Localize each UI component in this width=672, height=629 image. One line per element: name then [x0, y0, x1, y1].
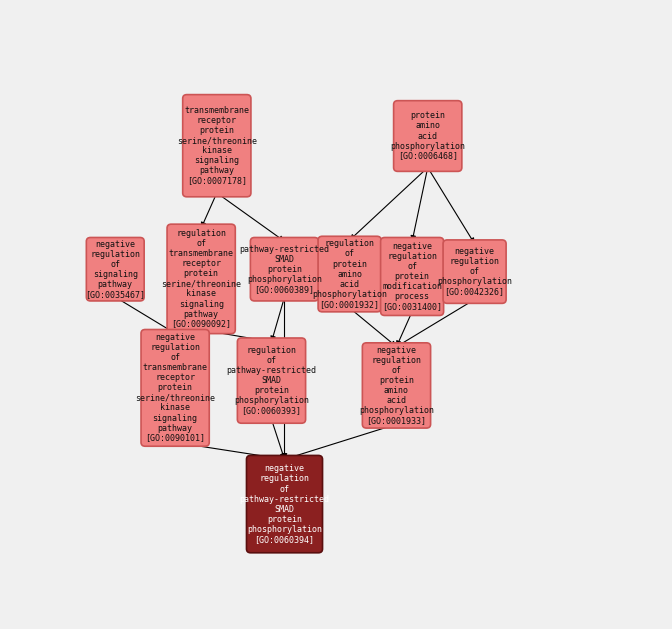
Text: regulation
of
protein
amino
acid
phosphorylation
[GO:0001932]: regulation of protein amino acid phospho…: [312, 240, 387, 309]
FancyBboxPatch shape: [362, 343, 431, 428]
Text: transmembrane
receptor
protein
serine/threonine
kinase
signaling
pathway
[GO:000: transmembrane receptor protein serine/th…: [177, 106, 257, 186]
Text: pathway-restricted
SMAD
protein
phosphorylation
[GO:0060389]: pathway-restricted SMAD protein phosphor…: [239, 245, 329, 294]
FancyBboxPatch shape: [141, 330, 209, 446]
FancyBboxPatch shape: [237, 338, 306, 423]
Text: negative
regulation
of
phosphorylation
[GO:0042326]: negative regulation of phosphorylation […: [437, 247, 512, 296]
FancyBboxPatch shape: [86, 238, 144, 301]
FancyBboxPatch shape: [394, 101, 462, 171]
Text: regulation
of
transmembrane
receptor
protein
serine/threonine
kinase
signaling
p: regulation of transmembrane receptor pro…: [161, 229, 241, 328]
FancyBboxPatch shape: [318, 237, 381, 312]
Text: protein
amino
acid
phosphorylation
[GO:0006468]: protein amino acid phosphorylation [GO:0…: [390, 111, 465, 160]
Text: negative
regulation
of
protein
modification
process
[GO:0031400]: negative regulation of protein modificat…: [382, 242, 442, 311]
Text: negative
regulation
of
protein
amino
acid
phosphorylation
[GO:0001933]: negative regulation of protein amino aci…: [359, 346, 434, 425]
Text: negative
regulation
of
signaling
pathway
[GO:0035467]: negative regulation of signaling pathway…: [85, 240, 145, 299]
FancyBboxPatch shape: [183, 94, 251, 197]
Text: negative
regulation
of
transmembrane
receptor
protein
serine/threonine
kinase
si: negative regulation of transmembrane rec…: [135, 333, 215, 443]
FancyBboxPatch shape: [167, 224, 235, 333]
FancyBboxPatch shape: [247, 455, 323, 553]
FancyBboxPatch shape: [251, 238, 319, 301]
FancyBboxPatch shape: [443, 240, 506, 303]
Text: regulation
of
pathway-restricted
SMAD
protein
phosphorylation
[GO:0060393]: regulation of pathway-restricted SMAD pr…: [226, 346, 317, 415]
Text: negative
regulation
of
pathway-restricted
SMAD
protein
phosphorylation
[GO:00603: negative regulation of pathway-restricte…: [239, 464, 329, 544]
FancyBboxPatch shape: [380, 238, 444, 316]
